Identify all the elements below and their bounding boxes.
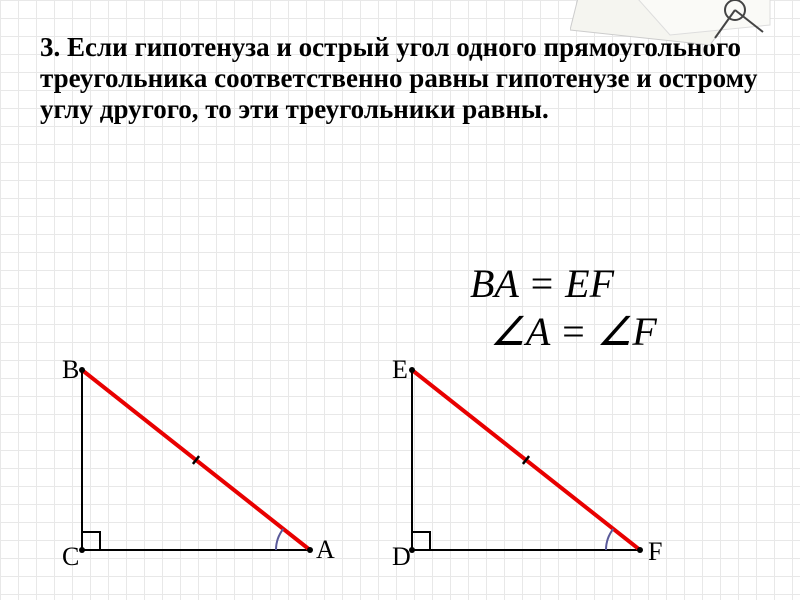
equation-1: BA = EF bbox=[470, 260, 657, 308]
vertex-F bbox=[637, 547, 643, 553]
corner-decoration bbox=[570, 0, 790, 70]
equations-block: BA = EF ∠A = ∠F bbox=[470, 260, 657, 356]
triangle-left: B C A bbox=[62, 360, 335, 571]
right-angle-mark bbox=[82, 532, 100, 550]
vertex-E bbox=[409, 367, 415, 373]
diagrams-area: B C A E D F bbox=[60, 360, 700, 595]
vertex-label-E: E bbox=[392, 360, 408, 384]
vertex-A bbox=[307, 547, 313, 553]
vertex-label-D: D bbox=[392, 542, 411, 571]
theorem-number: 3. bbox=[40, 32, 60, 62]
vertex-label-A: A bbox=[316, 535, 335, 564]
triangle-right: E D F bbox=[392, 360, 662, 571]
vertex-label-F: F bbox=[648, 537, 662, 566]
vertex-C bbox=[79, 547, 85, 553]
vertex-label-B: B bbox=[62, 360, 79, 384]
angle-arc bbox=[606, 529, 613, 550]
right-angle-mark bbox=[412, 532, 430, 550]
vertex-label-C: C bbox=[62, 542, 79, 571]
angle-arc bbox=[276, 529, 283, 550]
triangles-svg: B C A E D F bbox=[60, 360, 700, 590]
vertex-B bbox=[79, 367, 85, 373]
equation-2: ∠A = ∠F bbox=[490, 308, 657, 356]
